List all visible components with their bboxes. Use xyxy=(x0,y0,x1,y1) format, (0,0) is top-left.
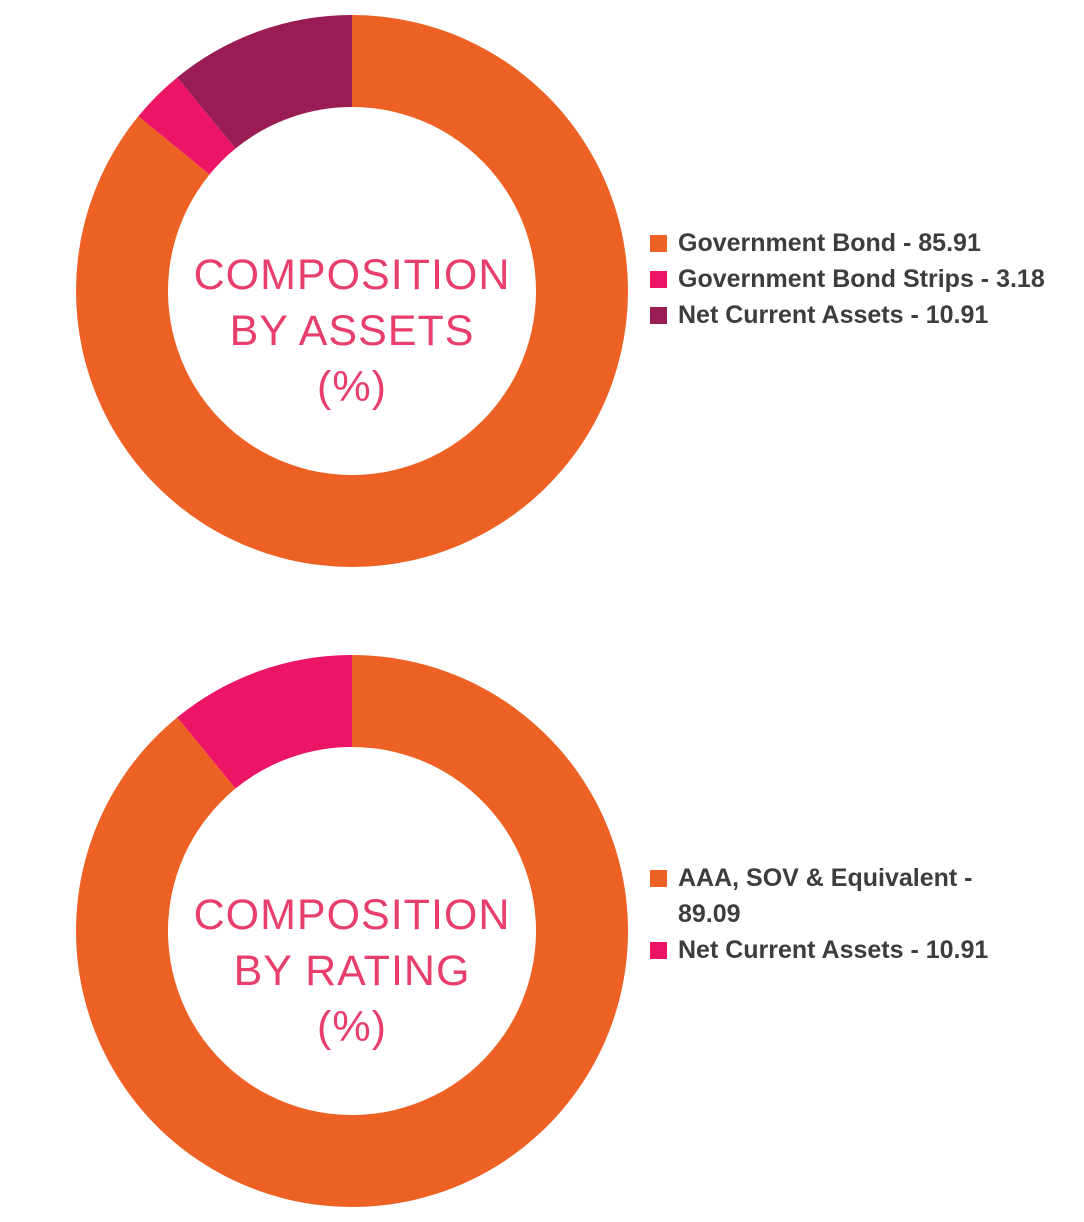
legend-item-net-current-assets[interactable]: Net Current Assets - 10.91 xyxy=(650,932,1080,968)
chart-title-line-3: (%) xyxy=(317,1003,387,1051)
legend-swatch-net-current-assets xyxy=(650,307,667,324)
donut-slice-net-current-assets[interactable] xyxy=(177,15,352,149)
legend-label-government-bond-strips: Government Bond Strips - 3.18 xyxy=(678,265,1045,293)
legend-label-net-current-assets: Net Current Assets - 10.91 xyxy=(678,936,989,964)
legend-item-government-bond[interactable]: Government Bond - 85.91 xyxy=(650,225,1080,261)
legend-swatch-net-current-assets xyxy=(650,942,667,959)
chart-title-line-2: BY RATING xyxy=(233,947,471,995)
donut-slice-government-bond-strips[interactable] xyxy=(138,77,236,175)
legend-item-aaa-sov-equivalent[interactable]: AAA, SOV & Equivalent - 89.09 xyxy=(650,860,1080,932)
legend-swatch-government-bond xyxy=(650,235,667,252)
donut-slice-aaa-sov-equivalent[interactable] xyxy=(76,655,628,1207)
legend-composition-by-rating: AAA, SOV & Equivalent - 89.09 Net Current… xyxy=(650,860,1080,968)
donut-ring-composition-by-rating xyxy=(76,655,628,1207)
legend-composition-by-assets: Government Bond - 85.91 Government Bond S… xyxy=(650,225,1080,333)
chart-title-line-1: COMPOSITION xyxy=(193,891,511,939)
legend-item-net-current-assets[interactable]: Net Current Assets - 10.91 xyxy=(650,297,1080,333)
donut-ring-composition-by-assets xyxy=(76,15,628,567)
legend-swatch-government-bond-strips xyxy=(650,271,667,288)
donut-slice-net-current-assets[interactable] xyxy=(177,655,352,789)
legend-item-government-bond-strips[interactable]: Government Bond Strips - 3.18 xyxy=(650,261,1080,297)
chart-title-line-1: COMPOSITION xyxy=(193,251,511,299)
donut-chart-composition-by-rating: COMPOSITION BY RATING (%) xyxy=(76,655,628,1207)
legend-swatch-aaa-sov-equivalent xyxy=(650,870,667,887)
chart-title-composition-by-rating: COMPOSITION BY RATING (%) xyxy=(194,887,511,1055)
legend-label-aaa-sov-equivalent: AAA, SOV & Equivalent - 89.09 xyxy=(678,864,973,928)
chart-title-composition-by-assets: COMPOSITION BY ASSETS (%) xyxy=(194,247,511,415)
legend-label-net-current-assets: Net Current Assets - 10.91 xyxy=(678,301,989,329)
chart-title-line-2: BY ASSETS xyxy=(229,307,475,355)
donut-slice-government-bond[interactable] xyxy=(76,15,628,567)
donut-chart-composition-by-assets: COMPOSITION BY ASSETS (%) xyxy=(76,15,628,567)
chart-title-line-3: (%) xyxy=(317,363,387,411)
legend-label-government-bond: Government Bond - 85.91 xyxy=(678,229,981,257)
